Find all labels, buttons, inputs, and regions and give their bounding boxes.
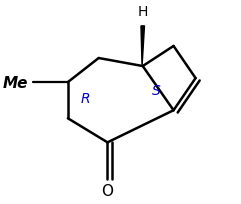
Text: O: O [101,183,114,198]
Polygon shape [141,27,145,67]
Text: H: H [138,5,148,19]
Text: Me: Me [3,75,28,90]
Text: R: R [81,92,90,106]
Text: S: S [152,84,160,98]
